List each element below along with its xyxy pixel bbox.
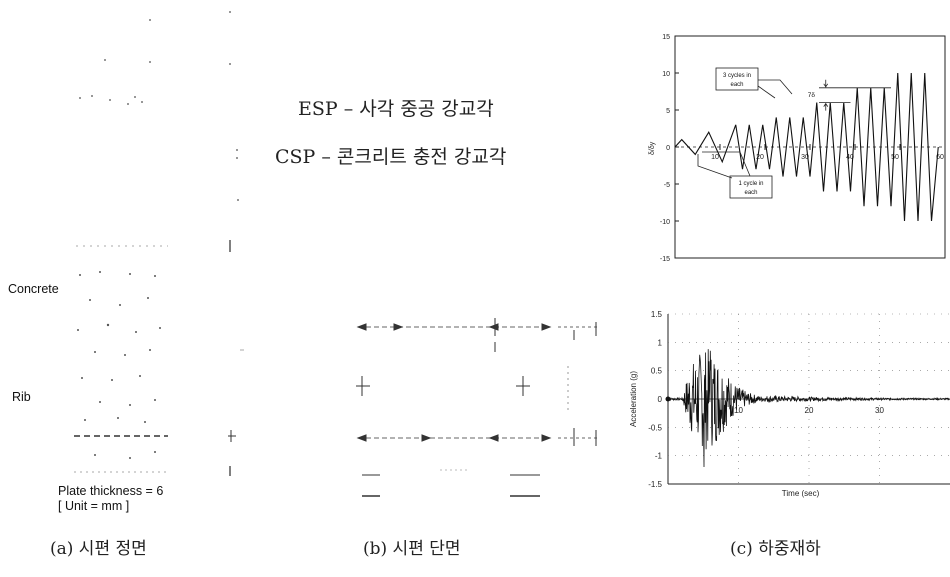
legend-esp: ESP – 사각 중공 강교각 <box>298 98 494 120</box>
y-tick-label: 10 <box>662 71 670 78</box>
caption-a: (a) 시편 정면 <box>50 539 147 559</box>
specimen-front-drawing <box>74 11 244 476</box>
x-tick-label: 10 <box>734 406 743 415</box>
y-tick-label: -1 <box>655 452 663 461</box>
y-tick-label: -1.5 <box>648 480 662 489</box>
annotation-1-cycle-line2: each <box>744 190 757 196</box>
annotation-amplitude-label: 7δ <box>808 92 816 99</box>
x-tick-label: 40 <box>846 154 854 161</box>
x-tick-label: 60 <box>936 154 944 161</box>
caption-c: (c) 하중재하 <box>730 539 821 559</box>
annotation-amplitude-arrow-up <box>823 102 829 111</box>
specimen-cross-section <box>340 300 620 520</box>
y-tick-label: 0 <box>658 395 663 404</box>
annotation-1-cycle-line1: 1 cycle in <box>738 181 763 187</box>
annotation-1-cycle-leader-2 <box>702 151 751 177</box>
cyclic-loading-chart: 15 10 5 0 -5 -10 -15 10 20 30 40 50 60 δ/δy 3 cycles i… <box>640 28 950 268</box>
cross-section-drawing <box>356 318 598 497</box>
y-tick-label: -0.5 <box>648 423 662 432</box>
acceleration-svg: 1.5 1 0.5 0 -0.5 -1 -1.5 10 20 30 Time (sec) Accele… <box>629 310 950 498</box>
y-tick-label: -10 <box>660 219 670 226</box>
x-tick-label: 20 <box>756 154 764 161</box>
annotation-3-cycles-box <box>715 67 759 91</box>
unit-label: [ Unit = mm ] <box>58 499 130 513</box>
y-tick-label: -5 <box>664 182 670 189</box>
x-tick-label: 30 <box>875 406 884 415</box>
y-tick-label: 0.5 <box>651 367 663 376</box>
acceleration-chart: 1.5 1 0.5 0 -0.5 -1 -1.5 10 20 30 Time (sec) Accele… <box>624 306 950 516</box>
caption-b: (b) 시편 단면 <box>363 539 461 559</box>
x-axis-label: Time (sec) <box>782 489 820 498</box>
loading-series-line <box>674 72 939 222</box>
y-tick-label: 0 <box>666 145 670 152</box>
x-tick-label: 50 <box>891 154 899 161</box>
y-tick-label: 1.5 <box>651 310 663 319</box>
annotation-3-cycles-line2: each <box>730 82 743 88</box>
annotation-1-cycle-box <box>729 175 773 199</box>
annotation-3-cycles-leader <box>758 79 793 95</box>
rib-label: Rib <box>12 390 31 404</box>
annotation-amplitude-arrow-down <box>823 79 829 89</box>
y-axis-label: δ/δy <box>649 141 656 155</box>
annotation-3-cycles-leader-2 <box>757 85 776 99</box>
origin-marker <box>665 396 671 402</box>
y-tick-label: 1 <box>658 338 663 347</box>
x-tick-label: 20 <box>805 406 814 415</box>
annotation-3-cycles-line1: 3 cycles in <box>723 73 751 79</box>
x-tick-label: 30 <box>801 154 809 161</box>
specimen-front-view <box>0 0 260 520</box>
y-axis-label: Acceleration (g) <box>629 371 638 427</box>
y-tick-label: -15 <box>660 256 670 263</box>
y-tick-label: 15 <box>662 34 670 41</box>
concrete-label: Concrete <box>8 282 59 296</box>
annotation-1-cycle-leader <box>697 154 733 179</box>
acceleration-series-line <box>667 349 950 468</box>
y-tick-label: 5 <box>666 108 670 115</box>
legend-csp: CSP – 콘크리트 충전 강교각 <box>275 146 507 168</box>
x-tick-label: 10 <box>711 154 719 161</box>
plate-thickness-label: Plate thickness = 6 <box>58 484 164 498</box>
